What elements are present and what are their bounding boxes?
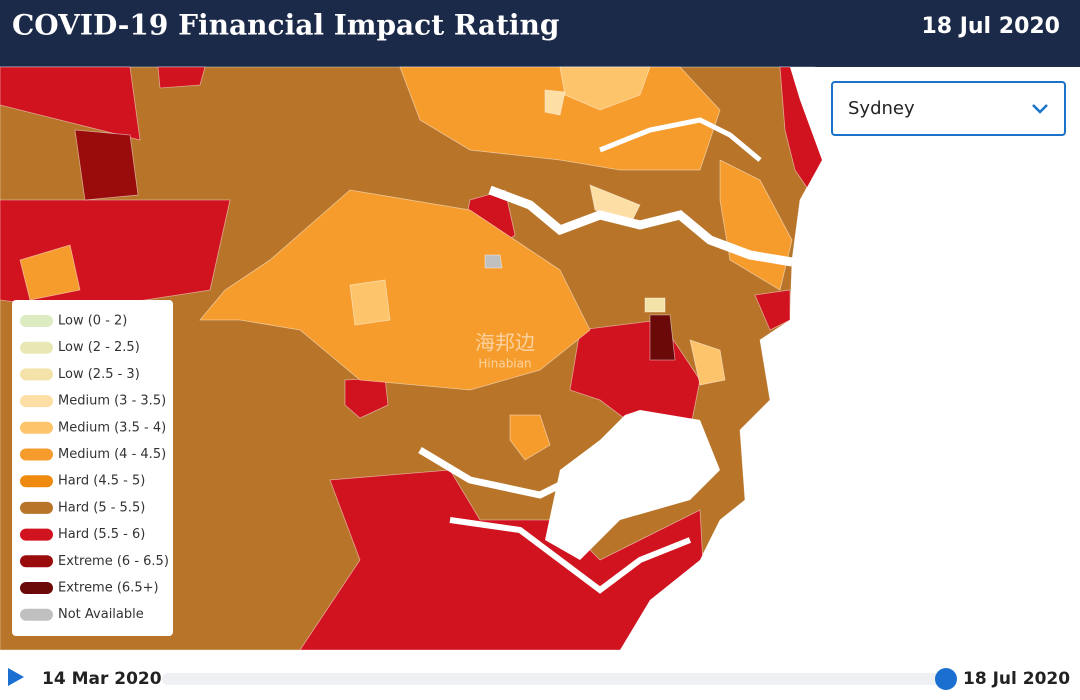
legend-swatch [20, 395, 53, 408]
map [0, 66, 1080, 651]
legend-swatch [20, 448, 53, 461]
legend-label: Hard (5 - 5.5) [58, 500, 145, 515]
map-region [299, 469, 706, 651]
region-select[interactable]: Sydney [831, 81, 1066, 136]
legend-swatch [20, 555, 53, 568]
map-region [157, 66, 206, 89]
timeline-end: 18 Jul 2020 [963, 669, 1070, 689]
map-region [559, 66, 651, 111]
legend-label: Not Available [58, 607, 144, 622]
legend-swatch [20, 421, 53, 434]
map-region [649, 314, 676, 361]
water [545, 410, 720, 560]
legend-swatch [20, 368, 53, 381]
map-region [544, 89, 566, 116]
map-region [484, 254, 503, 269]
legend-label: Low (2.5 - 3) [58, 367, 140, 382]
map-region [199, 189, 591, 391]
map-region [509, 414, 551, 461]
timeline-track[interactable] [162, 673, 946, 685]
watermark-sub: Hinabian [478, 357, 531, 371]
water [599, 117, 762, 162]
legend-swatch [20, 582, 53, 594]
map-region [349, 279, 391, 326]
select-value[interactable]: Sydney [848, 98, 915, 119]
water [418, 446, 613, 499]
map-region [19, 244, 81, 301]
timeline-start: 14 Mar 2020 [42, 669, 162, 689]
water [488, 185, 793, 267]
legend-box [12, 300, 173, 636]
map-region [74, 129, 139, 201]
play-button[interactable] [8, 668, 24, 686]
legend-label: Medium (3 - 3.5) [58, 394, 166, 409]
water [620, 67, 1080, 650]
legend-label: Low (2 - 2.5) [58, 340, 140, 355]
legend-swatch [20, 475, 53, 488]
map-region [0, 66, 141, 141]
header-date: 18 Jul 2020 [921, 14, 1060, 39]
legend-label: Medium (4 - 4.5) [58, 447, 166, 462]
header-bar [0, 0, 1080, 67]
timeline-knob[interactable] [935, 668, 957, 690]
legend-swatch [20, 315, 53, 327]
legend-label: Extreme (6.5+) [58, 581, 159, 596]
legend-label: Hard (5.5 - 6) [58, 527, 145, 542]
legend-label: Low (0 - 2) [58, 314, 127, 329]
legend: Low (0 - 2) Low (2 - 2.5) Low (2.5 - 3) Med… [20, 314, 169, 622]
legend-swatch [20, 608, 53, 621]
legend-label: Extreme (6 - 6.5) [58, 554, 169, 569]
map-region [689, 339, 726, 386]
legend-label: Hard (4.5 - 5) [58, 474, 145, 489]
legend-swatch [20, 528, 53, 541]
select-box[interactable] [831, 81, 1066, 136]
select-chevron[interactable] [1032, 104, 1048, 114]
legend-label: Medium (3.5 - 4) [58, 420, 166, 435]
water [449, 517, 692, 594]
title: COVID-19 Financial Impact Rating [12, 9, 559, 42]
map-region [644, 297, 666, 313]
legend-swatch [20, 501, 53, 514]
legend-swatch [20, 341, 53, 354]
watermark: 海邦边 [475, 331, 535, 355]
